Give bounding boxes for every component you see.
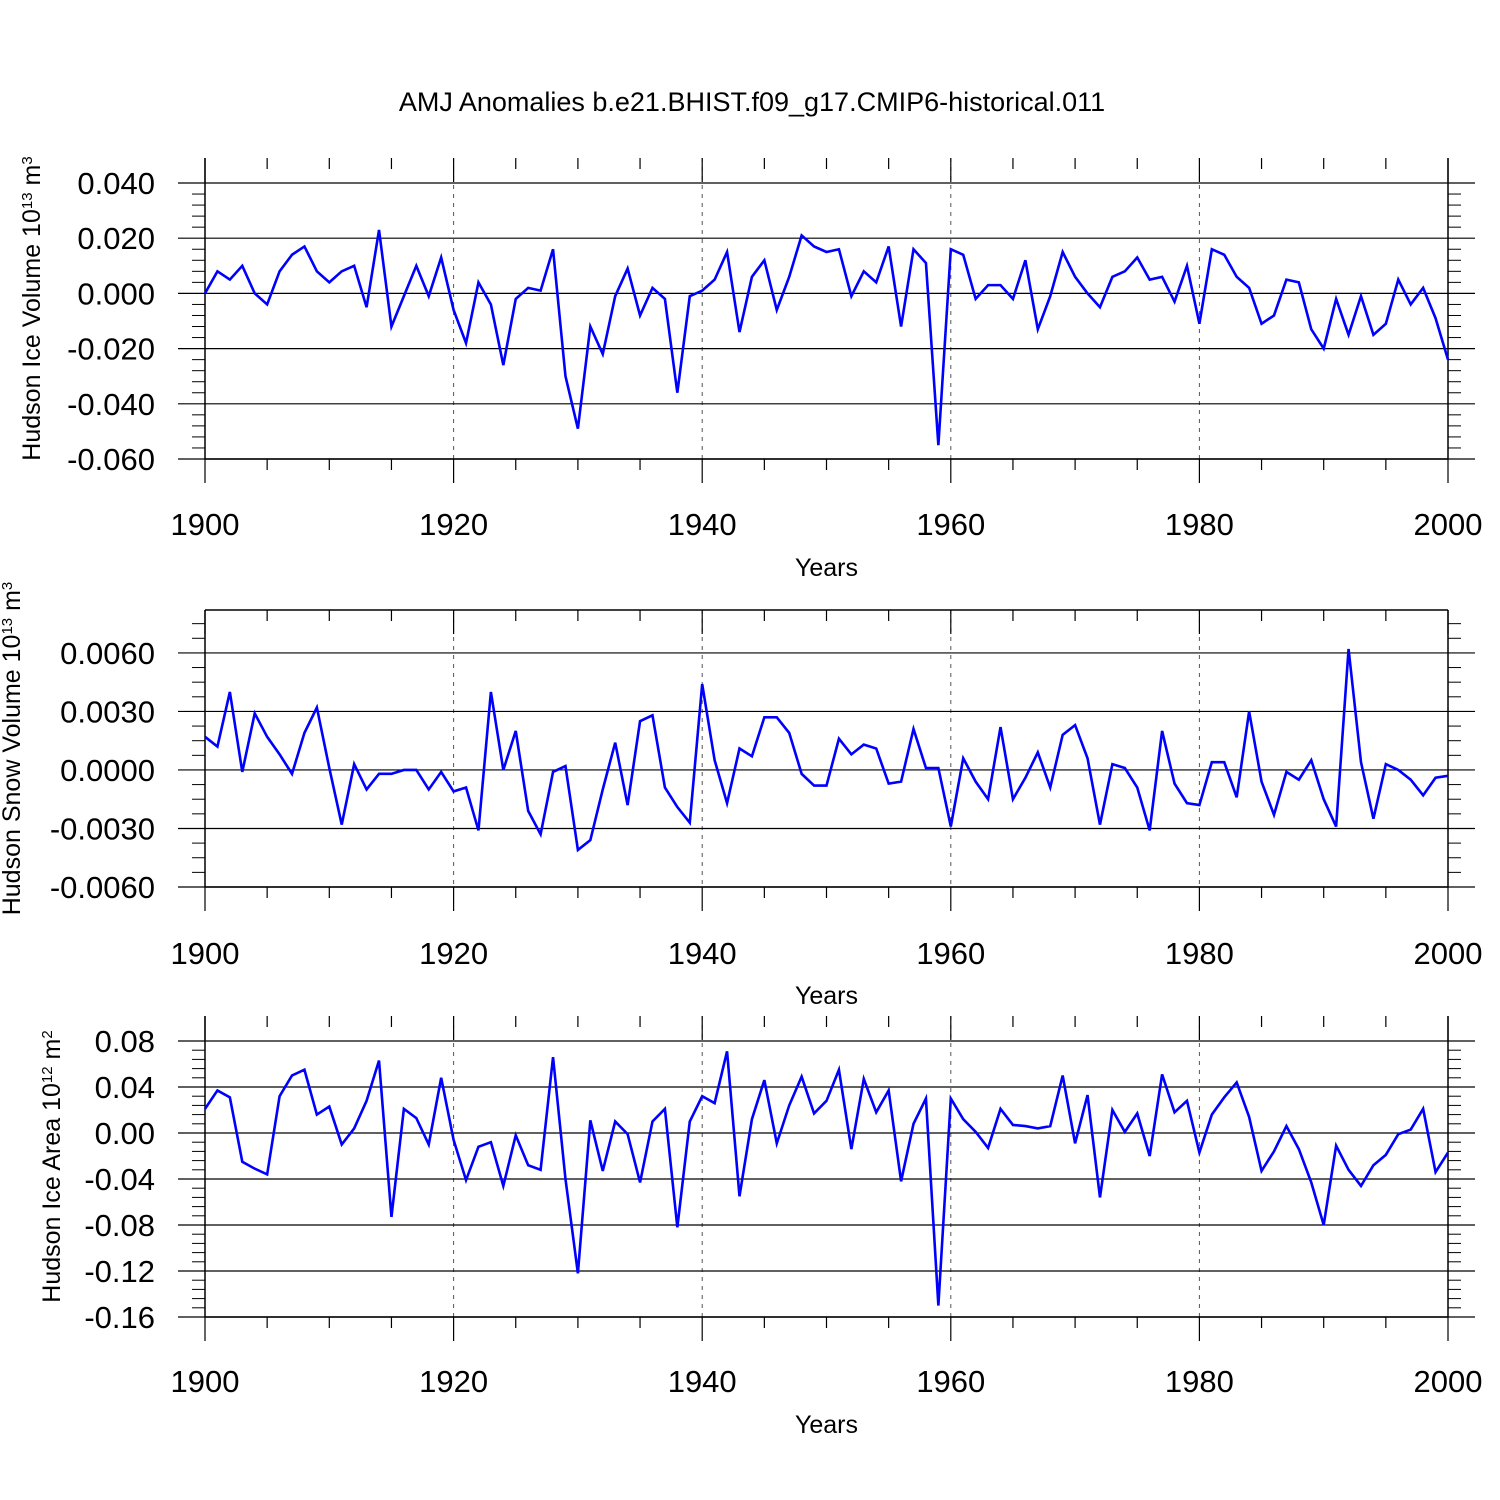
y-tick-label: 0.0060 bbox=[60, 636, 155, 671]
y-tick-label: 0.08 bbox=[95, 1024, 155, 1059]
y-tick-label: -0.0060 bbox=[50, 870, 155, 905]
y-tick-label: 0.04 bbox=[95, 1070, 155, 1105]
y-tick-label: -0.0030 bbox=[50, 811, 155, 846]
x-tick-label: 1960 bbox=[916, 936, 985, 971]
y-tick-label: -0.040 bbox=[67, 387, 155, 422]
y-tick-label: 0.020 bbox=[77, 221, 155, 256]
y-tick-label: -0.020 bbox=[67, 332, 155, 367]
x-tick-label: 2000 bbox=[1414, 1364, 1483, 1399]
y-axis-label-superscript: 3 bbox=[19, 156, 36, 164]
ice-volume-panel: -0.060 -0.040 -0.020 0.000 0.020 0.040 1900 192… bbox=[18, 156, 1482, 582]
data-series-line bbox=[203, 1051, 1450, 1306]
x-axis-label: Years bbox=[795, 1411, 858, 1439]
y-tick-label: 0.0000 bbox=[60, 753, 155, 788]
data-series-line bbox=[203, 229, 1450, 446]
y-axis-label-superscript: 13 bbox=[19, 192, 36, 209]
y-tick-label: 0.00 bbox=[95, 1116, 155, 1151]
y-tick-label: 0.000 bbox=[77, 276, 155, 311]
y-tick-label: -0.08 bbox=[84, 1208, 155, 1243]
x-tick-label: 1980 bbox=[1165, 1364, 1234, 1399]
x-tick-label: 2000 bbox=[1414, 507, 1483, 542]
ice-area-panel: -0.16 -0.12 -0.08 -0.04 0.00 0.04 0.08 1900 1920… bbox=[38, 1016, 1482, 1439]
y-axis-label-superscript: 12 bbox=[39, 1066, 56, 1083]
y-tick-label: -0.12 bbox=[84, 1254, 155, 1289]
snow-volume-panel: -0.0060 -0.0030 0.0000 0.0030 0.0060 1900 1920… bbox=[0, 582, 1482, 1010]
y-axis-label-part: Hudson Snow Volume 10 bbox=[0, 635, 26, 916]
x-tick-label: 1980 bbox=[1165, 936, 1234, 971]
y-axis-label-superscript: 2 bbox=[39, 1030, 56, 1038]
y-tick-label: 0.0030 bbox=[60, 694, 155, 729]
data-series-line bbox=[204, 648, 1449, 853]
y-tick-label: -0.060 bbox=[67, 442, 155, 477]
x-tick-label: 1900 bbox=[171, 507, 240, 542]
x-tick-label: 1920 bbox=[419, 1364, 488, 1399]
x-tick-label: 1920 bbox=[419, 936, 488, 971]
x-tick-label: 2000 bbox=[1414, 936, 1483, 971]
x-tick-label: 1900 bbox=[171, 1364, 240, 1399]
x-axis-label: Years bbox=[795, 982, 858, 1010]
x-tick-label: 1960 bbox=[916, 1364, 985, 1399]
y-tick-label: -0.16 bbox=[84, 1300, 155, 1335]
y-axis-label-part: m bbox=[0, 590, 26, 618]
y-axis-label: Hudson Ice Volume 1013 m3 bbox=[18, 156, 46, 460]
x-tick-label: 1940 bbox=[668, 1364, 737, 1399]
y-tick-label: 0.040 bbox=[77, 166, 155, 201]
y-axis-label: Hudson Snow Volume 1013 m3 bbox=[0, 582, 26, 916]
y-axis-label-part: m bbox=[38, 1039, 66, 1067]
x-tick-label: 1940 bbox=[668, 936, 737, 971]
y-axis-label-part: Hudson Ice Volume 10 bbox=[18, 209, 46, 461]
x-tick-label: 1900 bbox=[171, 936, 240, 971]
x-axis-label: Years bbox=[795, 554, 858, 582]
y-axis-label: Hudson Ice Area 1012 m2 bbox=[38, 1030, 66, 1302]
x-tick-label: 1980 bbox=[1165, 507, 1234, 542]
y-axis-label-superscript: 13 bbox=[0, 618, 16, 635]
x-tick-label: 1920 bbox=[419, 507, 488, 542]
y-axis-label-superscript: 3 bbox=[0, 582, 16, 590]
y-tick-label: -0.04 bbox=[84, 1162, 155, 1197]
x-tick-label: 1940 bbox=[668, 507, 737, 542]
x-tick-label: 1960 bbox=[916, 507, 985, 542]
chart-title: AMJ Anomalies b.e21.BHIST.f09_g17.CMIP6-… bbox=[399, 87, 1105, 117]
y-axis-label-part: Hudson Ice Area 10 bbox=[38, 1083, 66, 1303]
y-axis-label-part: m bbox=[18, 165, 46, 193]
